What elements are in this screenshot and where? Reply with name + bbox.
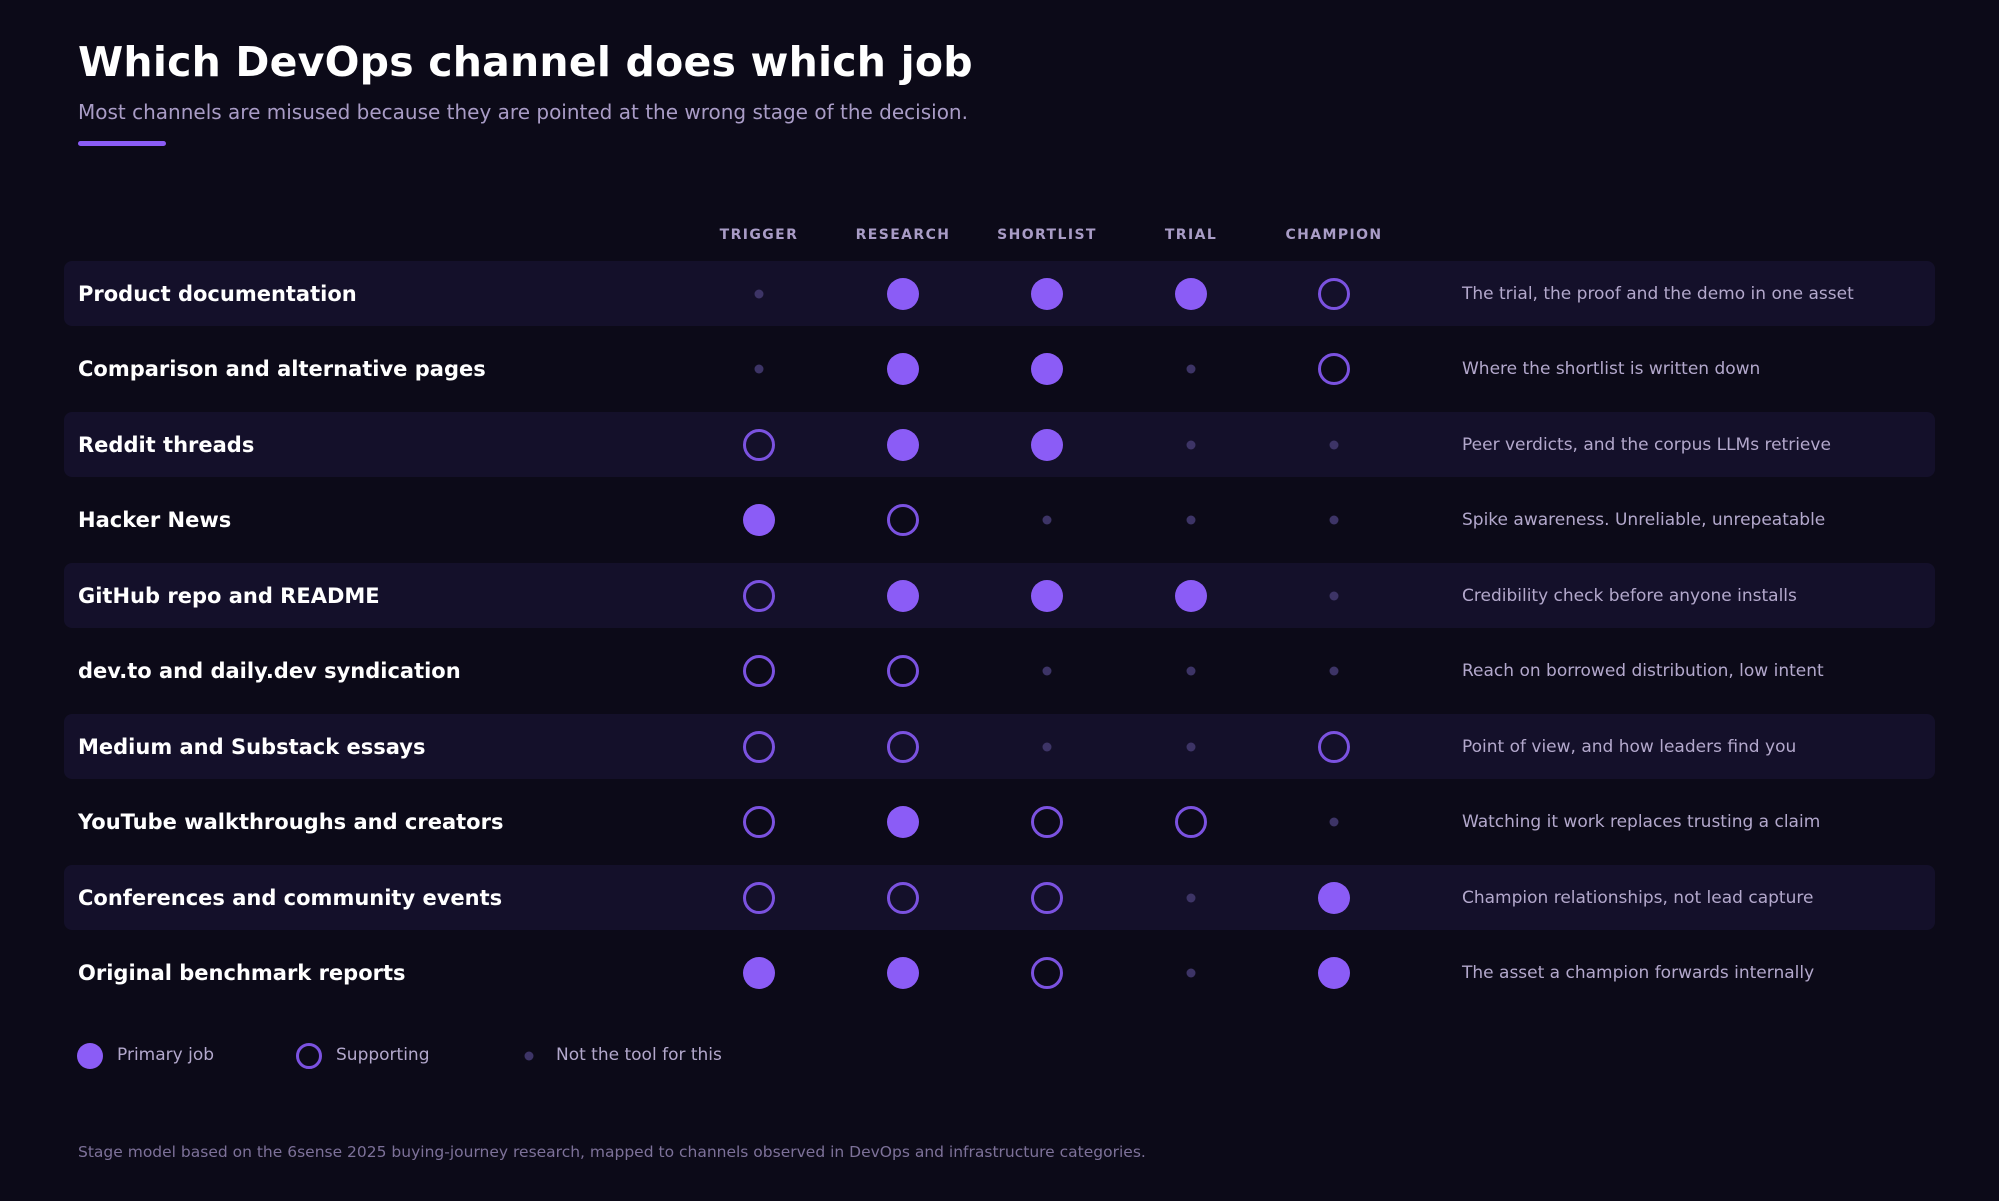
mark-supporting-shortlist: [1031, 806, 1063, 838]
mark-none-champion: [1329, 817, 1339, 827]
chart-title: Which DevOps channel does which job: [78, 38, 973, 86]
mark-none-trial: [1186, 440, 1196, 449]
mark-none-trial: [1186, 515, 1196, 525]
table-row: Original benchmark reports The asset a ch…: [64, 941, 1935, 1006]
column-header-research: RESEARCH: [855, 227, 951, 243]
mark-primary-trigger: [743, 957, 775, 989]
legend-label: Supporting: [336, 1045, 430, 1065]
channel-label: Conferences and community events: [78, 885, 503, 910]
mark-none-trial: [1186, 364, 1196, 374]
table-row: Comparison and alternative pages Where th…: [64, 337, 1935, 402]
mark-supporting-trigger: [743, 806, 775, 838]
table-row: GitHub repo and README Credibility check …: [64, 563, 1935, 628]
mark-primary-research: [887, 957, 919, 989]
channel-note: The asset a champion forwards internally: [1462, 963, 1815, 983]
mark-primary-shortlist: [1031, 428, 1063, 461]
channel-label: Product documentation: [78, 281, 357, 306]
mark-primary-trial: [1175, 579, 1207, 612]
channel-note: The trial, the proof and the demo in one…: [1462, 283, 1854, 304]
table-row: dev.to and daily.dev syndication Reach on…: [64, 639, 1935, 704]
mark-primary-research: [887, 579, 919, 612]
table-row: Hacker News Spike awareness. Unreliable, …: [64, 488, 1935, 553]
table-row: Conferences and community events Champion…: [64, 865, 1935, 930]
mark-supporting-champion: [1318, 277, 1350, 310]
mark-supporting-trigger: [743, 730, 775, 763]
mark-none-trigger: [754, 364, 764, 374]
channel-label: Original benchmark reports: [78, 961, 406, 985]
mark-supporting-research: [887, 504, 919, 536]
mark-primary-research: [887, 428, 919, 461]
mark-supporting-champion: [1318, 353, 1350, 385]
mark-none-shortlist: [1042, 515, 1052, 525]
table-row: Product documentation The trial, the proo…: [64, 261, 1935, 326]
mark-supporting-trial: [1175, 806, 1207, 838]
column-header-shortlist: SHORTLIST: [997, 227, 1097, 243]
mark-primary-trial: [1175, 277, 1207, 310]
channel-note: Where the shortlist is written down: [1462, 359, 1761, 379]
mark-supporting-trigger: [743, 428, 775, 461]
legend-mark-none: [524, 1051, 534, 1061]
table-row: Medium and Substack essays Point of view,…: [64, 714, 1935, 779]
mark-supporting-research: [887, 730, 919, 763]
mark-primary-shortlist: [1031, 353, 1063, 385]
mark-none-champion: [1329, 515, 1339, 525]
mark-supporting-trigger: [743, 881, 775, 914]
legend-label: Primary job: [117, 1045, 215, 1065]
mark-none-trial: [1186, 666, 1196, 676]
channel-label: dev.to and daily.dev syndication: [78, 659, 461, 683]
channel-label: Comparison and alternative pages: [78, 357, 486, 381]
mark-none-champion: [1329, 440, 1339, 449]
channel-label: GitHub repo and README: [78, 583, 380, 608]
channel-note: Credibility check before anyone installs: [1462, 585, 1797, 606]
column-header-trigger: TRIGGER: [719, 227, 799, 243]
table-row: Reddit threads Peer verdicts, and the cor…: [64, 412, 1935, 477]
mark-supporting-shortlist: [1031, 957, 1063, 989]
channel-note: Peer verdicts, and the corpus LLMs retri…: [1462, 434, 1831, 455]
mark-primary-research: [887, 277, 919, 310]
table-row: YouTube walkthroughs and creators Watchin…: [64, 790, 1935, 855]
mark-primary-research: [887, 806, 919, 838]
mark-supporting-shortlist: [1031, 881, 1063, 914]
title-accent-bar: [78, 141, 166, 146]
mark-none-shortlist: [1042, 742, 1052, 751]
channel-label: YouTube walkthroughs and creators: [78, 810, 504, 834]
column-header-trial: TRIAL: [1164, 227, 1218, 243]
mark-primary-champion: [1318, 881, 1350, 914]
legend-label: Not the tool for this: [556, 1045, 722, 1065]
mark-supporting-research: [887, 881, 919, 914]
mark-primary-research: [887, 353, 919, 385]
channel-label: Reddit threads: [78, 432, 255, 457]
channel-note: Reach on borrowed distribution, low inte…: [1462, 661, 1824, 681]
channel-note: Spike awareness. Unreliable, unrepeatabl…: [1462, 510, 1826, 530]
mark-primary-shortlist: [1031, 579, 1063, 612]
column-header-champion: CHAMPION: [1285, 227, 1383, 243]
mark-supporting-champion: [1318, 730, 1350, 763]
mark-primary-champion: [1318, 957, 1350, 989]
mark-none-shortlist: [1042, 666, 1052, 676]
mark-primary-shortlist: [1031, 277, 1063, 310]
mark-supporting-research: [887, 655, 919, 687]
legend-mark-supporting: [296, 1043, 322, 1069]
mark-primary-trigger: [743, 504, 775, 536]
channel-note: Watching it work replaces trusting a cla…: [1462, 812, 1821, 832]
channel-note: Champion relationships, not lead capture: [1462, 887, 1814, 908]
mark-none-trial: [1186, 968, 1196, 978]
chart-subtitle: Most channels are misused because they a…: [78, 100, 968, 124]
mark-none-champion: [1329, 666, 1339, 676]
channel-label: Hacker News: [78, 508, 232, 532]
channel-label: Medium and Substack essays: [78, 734, 426, 759]
channel-note: Point of view, and how leaders find you: [1462, 736, 1797, 757]
mark-supporting-trigger: [743, 655, 775, 687]
mark-supporting-trigger: [743, 579, 775, 612]
mark-none-trial: [1186, 742, 1196, 751]
footnote: Stage model based on the 6sense 2025 buy…: [78, 1143, 1146, 1161]
mark-none-trial: [1186, 893, 1196, 902]
mark-none-champion: [1329, 591, 1339, 600]
legend-mark-primary: [77, 1043, 103, 1069]
mark-none-trigger: [754, 289, 764, 298]
